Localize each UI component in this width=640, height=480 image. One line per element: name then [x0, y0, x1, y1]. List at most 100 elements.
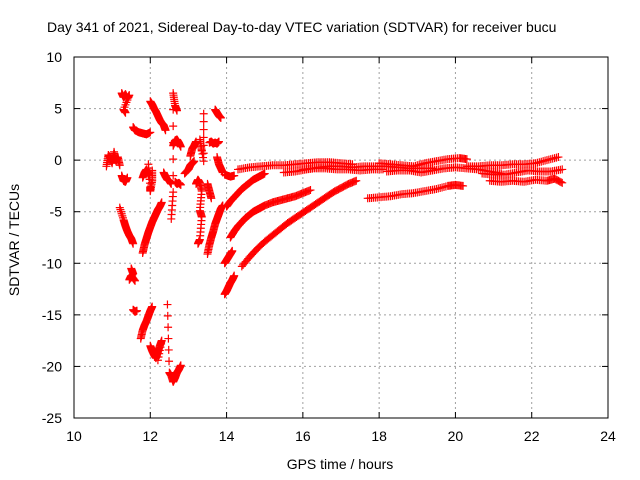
series-track-ad	[220, 170, 239, 181]
data-point	[129, 275, 138, 284]
x-axis-label: GPS time / hours	[287, 456, 394, 472]
x-tick-label: 18	[371, 428, 387, 444]
data-point	[163, 311, 172, 320]
data-point	[199, 125, 208, 134]
data-point	[230, 271, 239, 280]
series-track-ap	[485, 174, 567, 187]
x-tick-label: 12	[142, 428, 158, 444]
data-point	[117, 207, 126, 216]
series-track-w	[203, 179, 216, 203]
data-points	[102, 89, 567, 386]
data-point	[558, 178, 567, 187]
series-track-c	[115, 203, 138, 248]
series-track-d	[117, 171, 132, 186]
data-point	[169, 122, 178, 131]
data-point	[161, 126, 170, 135]
data-point	[153, 356, 162, 365]
series-track-l	[146, 97, 170, 135]
series-track-p	[167, 89, 181, 223]
series-track-ak	[363, 180, 468, 203]
data-point	[169, 188, 178, 197]
series-track-aj	[298, 164, 387, 175]
data-point	[216, 113, 225, 122]
data-point	[169, 155, 178, 164]
series-track-x	[205, 137, 223, 148]
data-point	[207, 194, 216, 203]
y-tick-label: 0	[54, 152, 62, 168]
series-track-af	[226, 186, 315, 242]
data-point	[260, 169, 269, 178]
data-point	[169, 171, 178, 180]
series-track-t	[186, 137, 201, 161]
series-track-ac	[220, 246, 237, 268]
data-point	[190, 157, 199, 166]
data-point	[163, 300, 172, 309]
series-track-o	[163, 300, 185, 386]
y-tick-label: 5	[54, 101, 62, 117]
x-tick-label: 20	[448, 428, 464, 444]
y-tick-label: -10	[42, 255, 62, 271]
data-point	[164, 334, 173, 343]
series-track-s	[180, 157, 199, 178]
data-point	[306, 186, 315, 195]
series-track-a	[102, 147, 124, 171]
series-track-u	[192, 175, 206, 248]
data-point	[165, 357, 174, 366]
data-point	[164, 345, 173, 354]
series-track-v	[195, 109, 208, 166]
x-tick-label: 24	[600, 428, 616, 444]
x-tick-label: 10	[66, 428, 82, 444]
data-point	[176, 180, 185, 189]
x-tick-label: 16	[295, 428, 311, 444]
data-point	[157, 198, 166, 207]
data-point	[118, 211, 127, 220]
data-point	[556, 178, 565, 187]
data-point	[199, 149, 208, 158]
data-point	[199, 141, 208, 150]
series-track-ah	[237, 176, 361, 271]
data-point	[164, 323, 173, 332]
series-track-r	[169, 135, 185, 151]
data-point	[230, 171, 239, 180]
data-point	[199, 117, 208, 126]
data-point	[462, 155, 471, 164]
data-point	[129, 239, 138, 248]
series-track-y	[203, 201, 227, 259]
y-tick-label: -20	[42, 358, 62, 374]
data-point	[148, 302, 157, 311]
series-track-f	[129, 123, 155, 139]
series-track-ab	[220, 271, 239, 299]
y-axis-label: SDTVAR / TECUs	[6, 184, 22, 296]
chart-title: Day 341 of 2021, Sidereal Day-to-day VTE…	[47, 19, 556, 35]
x-tick-label: 14	[219, 428, 235, 444]
series-track-z	[211, 105, 225, 122]
series-track-ae	[222, 169, 269, 211]
data-point	[193, 239, 202, 248]
y-tick-label: -5	[50, 204, 63, 220]
y-tick-label: 10	[46, 49, 62, 65]
data-point	[116, 205, 125, 214]
data-point	[199, 133, 208, 142]
x-tick-label: 22	[524, 428, 540, 444]
data-point	[146, 128, 155, 137]
data-point	[123, 173, 132, 182]
series-track-j	[138, 198, 166, 257]
series-track-k	[144, 160, 157, 196]
data-point	[131, 276, 140, 285]
series-track-ao	[478, 165, 567, 179]
data-point	[199, 109, 208, 118]
data-point	[554, 153, 563, 162]
data-point	[214, 137, 223, 146]
data-point	[115, 203, 124, 212]
data-point	[199, 157, 208, 166]
data-point	[558, 165, 567, 174]
data-point	[132, 306, 141, 315]
y-tick-labels: -25 -20 -15 -10 -5 0 5 10	[42, 49, 62, 426]
data-point	[117, 209, 126, 218]
series-track-g	[129, 305, 141, 316]
y-tick-label: -25	[42, 410, 62, 426]
y-tick-label: -15	[42, 307, 62, 323]
data-point	[176, 361, 185, 370]
data-point	[130, 275, 139, 284]
